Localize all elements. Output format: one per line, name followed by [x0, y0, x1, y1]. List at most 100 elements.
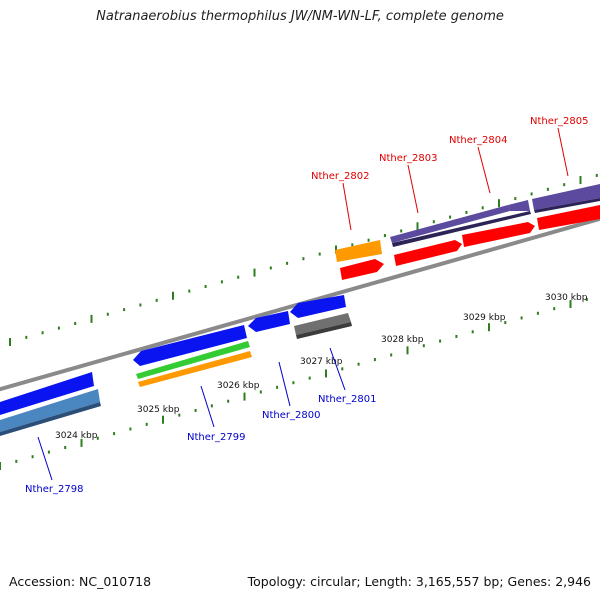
- tick-minor: [113, 432, 116, 436]
- tick-minor: [383, 234, 386, 238]
- tick-minor: [351, 243, 354, 247]
- tick-minor: [237, 275, 240, 279]
- tick-minor: [563, 183, 566, 187]
- gene-arrow-shadow: [0, 402, 101, 436]
- scale-label: 3026 kbp: [217, 381, 260, 391]
- tick-minor: [308, 376, 311, 380]
- tick-major: [406, 346, 409, 355]
- gene-label-nther-2799[interactable]: Nther_2799: [187, 432, 245, 443]
- tick-minor: [269, 266, 272, 270]
- tick-minor: [390, 353, 393, 357]
- tick-minor: [129, 427, 132, 431]
- scale-label: 3030 kbp: [545, 293, 588, 303]
- tick-major: [243, 392, 246, 401]
- tick-minor: [220, 280, 223, 284]
- tick-minor: [341, 367, 344, 371]
- gene-arrow-nther-2800[interactable]: [248, 311, 290, 332]
- map-title: Natranaerobius thermophilus JW/NM-WN-LF,…: [96, 9, 504, 24]
- scale-label: 3027 kbp: [300, 357, 343, 367]
- gene-arrow-shadow: [534, 198, 600, 213]
- tick-minor: [520, 316, 523, 320]
- gene-arrow-blue-2[interactable]: [133, 325, 247, 366]
- gene-label-nther-2803[interactable]: Nther_2803: [379, 153, 437, 164]
- gene-arrow-nther-2799-green[interactable]: [136, 341, 250, 379]
- tick-major: [90, 314, 93, 323]
- tick-major: [0, 462, 1, 470]
- gene-arrow-gray[interactable]: [294, 313, 351, 335]
- tick-minor: [204, 284, 207, 288]
- gene-arrow-nther-2803[interactable]: [390, 205, 510, 243]
- tick-minor: [536, 311, 539, 315]
- tick-minor: [31, 455, 34, 459]
- tick-minor: [318, 252, 321, 256]
- gene-arrow-nther-2802[interactable]: [335, 240, 382, 262]
- gene-arrow-nther-2804[interactable]: [508, 200, 530, 211]
- tick-minor: [227, 399, 230, 403]
- gene-arrow-nther-2798[interactable]: [0, 389, 100, 432]
- tick-minor: [400, 229, 403, 233]
- gene-arrow-red-3[interactable]: [537, 205, 600, 230]
- tick-minor: [432, 220, 435, 224]
- leader-line: [278, 361, 291, 407]
- tick-minor: [292, 381, 295, 385]
- tick-minor: [514, 197, 517, 201]
- gene-arrow-shadow: [296, 322, 352, 339]
- gene-label-nther-2800[interactable]: Nther_2800: [262, 410, 320, 421]
- tick-minor: [585, 297, 588, 301]
- gene-arrow-red-2[interactable]: [462, 222, 535, 247]
- tick-minor: [504, 321, 507, 325]
- tick-minor: [106, 312, 109, 316]
- tick-minor: [439, 339, 442, 343]
- tick-major: [162, 415, 164, 424]
- tick-minor: [546, 187, 549, 191]
- tick-minor: [276, 385, 279, 389]
- gene-arrow-red-1[interactable]: [394, 240, 462, 266]
- leader-line: [407, 164, 419, 214]
- tick-minor: [455, 334, 458, 338]
- gene-arrow-nther-2805[interactable]: [532, 184, 600, 210]
- scale-label: 3029 kbp: [463, 313, 506, 323]
- scale-label: 3025 kbp: [137, 405, 180, 415]
- tick-minor: [373, 358, 376, 362]
- gene-arrow-shadow: [392, 211, 531, 247]
- leader-line: [342, 182, 352, 231]
- gene-label-nther-2805[interactable]: Nther_2805: [530, 116, 588, 127]
- tick-minor: [178, 413, 181, 417]
- tick-minor: [481, 206, 484, 210]
- tick-minor: [155, 298, 158, 302]
- gene-label-nther-2802[interactable]: Nther_2802: [311, 171, 369, 182]
- tick-minor: [15, 459, 18, 463]
- scale-label: 3024 kbp: [55, 431, 98, 441]
- tick-major: [172, 291, 174, 300]
- tick-minor: [530, 192, 533, 196]
- gene-label-nther-2804[interactable]: Nther_2804: [449, 135, 507, 146]
- tick-major: [488, 323, 490, 332]
- tick-row-lower: [0, 297, 588, 470]
- gene-arrow-blue-1[interactable]: [0, 372, 94, 415]
- scale-label: 3028 kbp: [381, 335, 424, 345]
- gene-label-nther-2798[interactable]: Nther_2798: [25, 484, 83, 495]
- tick-minor: [57, 326, 60, 330]
- tick-minor: [139, 303, 142, 307]
- gene-arrow-nther-2801[interactable]: [290, 295, 346, 318]
- gene-label-nther-2801[interactable]: Nther_2801: [318, 394, 376, 405]
- tick-major: [579, 176, 582, 185]
- tick-major: [569, 300, 572, 309]
- tick-minor: [595, 173, 598, 177]
- tick-minor: [123, 308, 126, 312]
- tick-minor: [286, 261, 289, 265]
- tick-major: [253, 268, 256, 277]
- tick-minor: [471, 330, 474, 334]
- gene-arrow-nther-2799-orange[interactable]: [138, 351, 252, 387]
- tick-row-upper: [9, 173, 598, 346]
- leader-line: [557, 127, 569, 177]
- tick-minor: [449, 215, 452, 219]
- leader-line: [37, 436, 53, 481]
- leader-line: [329, 347, 346, 391]
- tick-minor: [465, 210, 468, 214]
- tick-minor: [188, 289, 191, 293]
- tick-major: [498, 199, 500, 208]
- tick-minor: [74, 321, 77, 325]
- tick-minor: [47, 450, 50, 454]
- gene-arrow-nther-2802-b[interactable]: [340, 259, 384, 280]
